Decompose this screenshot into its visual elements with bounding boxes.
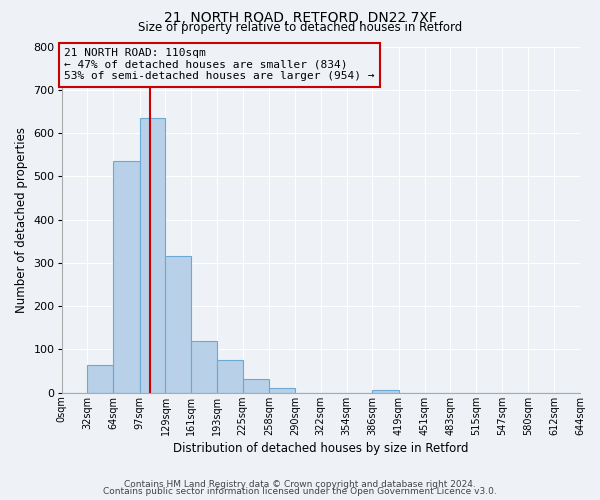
X-axis label: Distribution of detached houses by size in Retford: Distribution of detached houses by size …	[173, 442, 469, 455]
Text: Contains public sector information licensed under the Open Government Licence v3: Contains public sector information licen…	[103, 487, 497, 496]
Text: 21, NORTH ROAD, RETFORD, DN22 7XF: 21, NORTH ROAD, RETFORD, DN22 7XF	[164, 11, 436, 25]
Bar	[88, 364, 113, 393]
Text: Contains HM Land Registry data © Crown copyright and database right 2024.: Contains HM Land Registry data © Crown c…	[124, 480, 476, 489]
Text: 21 NORTH ROAD: 110sqm
← 47% of detached houses are smaller (834)
53% of semi-det: 21 NORTH ROAD: 110sqm ← 47% of detached …	[64, 48, 375, 82]
Bar	[166, 256, 191, 393]
Y-axis label: Number of detached properties: Number of detached properties	[15, 126, 28, 312]
Text: Size of property relative to detached houses in Retford: Size of property relative to detached ho…	[138, 21, 462, 34]
Bar	[373, 390, 399, 393]
Bar	[113, 161, 140, 393]
Bar	[243, 379, 269, 393]
Bar	[217, 360, 243, 393]
Bar	[269, 388, 295, 393]
Bar	[191, 341, 217, 393]
Bar	[140, 118, 166, 393]
